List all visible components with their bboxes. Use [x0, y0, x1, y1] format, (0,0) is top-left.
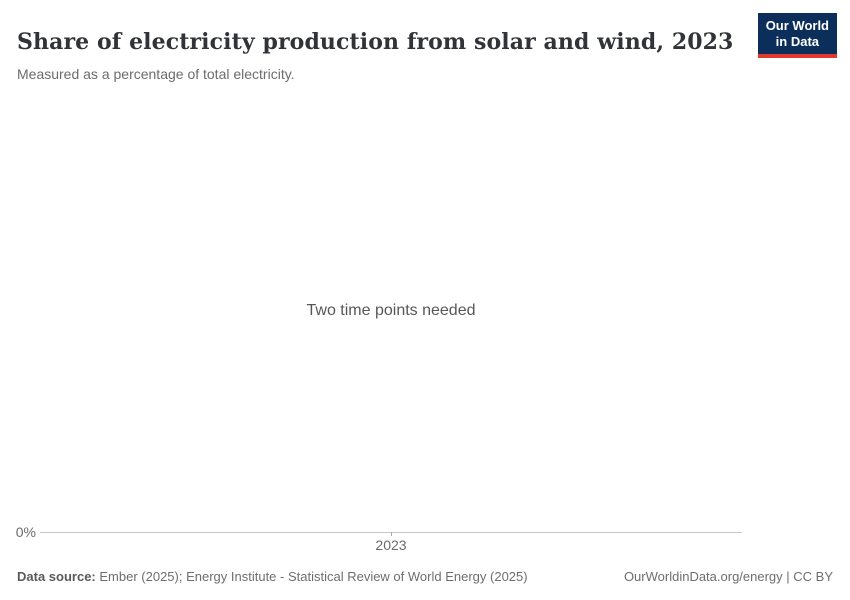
owid-url-license-link[interactable]: OurWorldinData.org/energy | CC BY [623, 569, 833, 584]
owid-logo-line1: Our World [765, 18, 829, 33]
data-source-value: Ember (2025); Energy Institute - Statist… [99, 569, 528, 584]
owid-logo-line2: in Data [775, 34, 820, 49]
chart-title: Share of electricity production from sol… [17, 28, 734, 55]
x-axis-tick-label: 2023 [375, 537, 407, 553]
owid-logo[interactable]: Our World in Data [757, 13, 837, 58]
chart-subtitle: Measured as a percentage of total electr… [17, 66, 295, 82]
chart-footer: Data source: Ember (2025); Energy Instit… [17, 569, 833, 585]
data-source-label: Data source: [17, 569, 96, 584]
x-axis-tick-mark [391, 532, 392, 536]
empty-state-message: Two time points needed [306, 302, 476, 319]
data-source-note: Data source: Ember (2025); Energy Instit… [17, 569, 528, 585]
y-axis-tick-label: 0% [15, 524, 36, 540]
